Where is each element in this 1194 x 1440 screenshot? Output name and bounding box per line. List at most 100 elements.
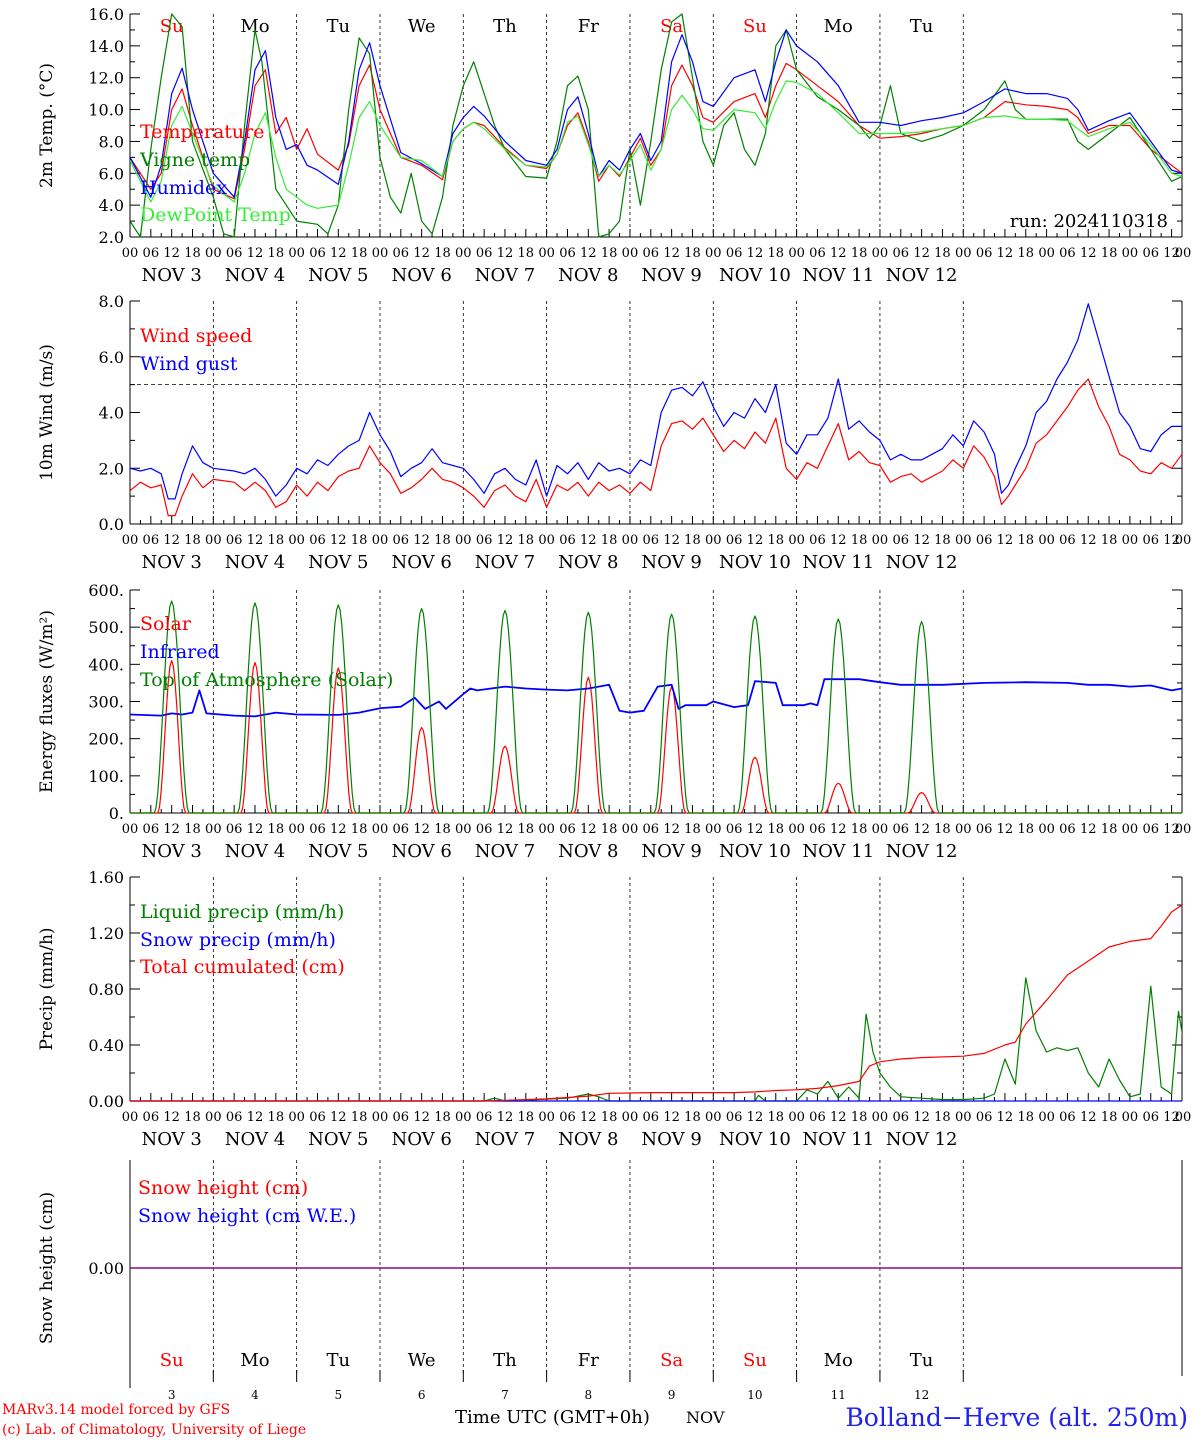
y-tick-label: 1.60 xyxy=(88,868,124,887)
series-line-dewpoint-temp xyxy=(130,80,1182,209)
x-hour-label: 00 xyxy=(205,1110,222,1125)
x-hour-label: 12 xyxy=(1163,822,1180,837)
x-hour-label: 06 xyxy=(726,246,743,261)
x-hour-label: 18 xyxy=(268,822,285,837)
legend-entry: Snow height (cm) xyxy=(138,1177,308,1199)
x-date-label: NOV 6 xyxy=(391,1129,451,1150)
x-hour-label: 00 xyxy=(788,533,805,548)
x-hour-label: 06 xyxy=(643,1110,660,1125)
x-date-label: NOV 11 xyxy=(802,552,874,573)
x-hour-label: 06 xyxy=(726,533,743,548)
x-hour-label: 00 xyxy=(372,533,389,548)
x-hour-label: 00 xyxy=(288,246,305,261)
x-hour-label: 12 xyxy=(997,533,1014,548)
x-hour-label: 00 xyxy=(622,533,639,548)
x-hour-label: 00 xyxy=(622,822,639,837)
x-date-label: NOV 3 xyxy=(141,552,201,573)
x-hour-label: 00 xyxy=(1122,533,1139,548)
series-line-total-cumulated-cm xyxy=(130,904,1182,1102)
x-hour-label: 18 xyxy=(1101,1110,1118,1125)
x-date-label: NOV 3 xyxy=(141,841,201,862)
x-hour-label: 00 xyxy=(1038,1110,1055,1125)
x-hour-label: 12 xyxy=(580,822,597,837)
x-hour-label: 00 xyxy=(872,1110,889,1125)
legend-entry: Snow precip (mm/h) xyxy=(140,929,336,951)
x-date-label: NOV 8 xyxy=(558,841,618,862)
x-hour-label: 12 xyxy=(663,1110,680,1125)
x-hour-label: 00 xyxy=(455,822,472,837)
x-hour-label: 06 xyxy=(1059,822,1076,837)
x-hour-label: 06 xyxy=(559,533,576,548)
x-hour-label: 18 xyxy=(768,1110,785,1125)
x-daynum-label: 4 xyxy=(251,1388,259,1402)
weekday-label: Th xyxy=(493,16,517,37)
x-hour-label: 06 xyxy=(393,822,410,837)
weekday-label: Tu xyxy=(910,16,934,37)
x-hour-label: 18 xyxy=(518,533,535,548)
x-hour-label: 06 xyxy=(892,533,909,548)
x-hour-label: 06 xyxy=(643,822,660,837)
weekday-label: Mo xyxy=(240,16,269,37)
weekday-label: Mo xyxy=(824,16,853,37)
x-hour-label: 00 xyxy=(1038,822,1055,837)
x-hour-label: 12 xyxy=(1080,246,1097,261)
legend-entry: Infrared xyxy=(140,641,220,663)
x-hour-label: 06 xyxy=(476,533,493,548)
x-hour-label: 00 xyxy=(372,822,389,837)
x-hour-label: 18 xyxy=(1017,1110,1034,1125)
y-tick-label: 10.0 xyxy=(88,101,124,120)
x-hour-label: 00 xyxy=(872,246,889,261)
x-hour-label: 06 xyxy=(976,246,993,261)
x-hour-label: 00 xyxy=(1175,822,1192,837)
x-hour-label: 06 xyxy=(892,822,909,837)
x-hour-label: 06 xyxy=(476,822,493,837)
x-hour-label: 12 xyxy=(913,246,930,261)
y-tick-label: 400. xyxy=(88,655,124,674)
x-date-label: NOV 5 xyxy=(308,265,368,286)
y-tick-label: 0.00 xyxy=(88,1259,124,1278)
x-hour-label: 00 xyxy=(788,1110,805,1125)
x-daynum-label: 7 xyxy=(501,1388,509,1402)
x-hour-label: 06 xyxy=(393,246,410,261)
x-hour-label: 12 xyxy=(247,1110,264,1125)
series-line-infrared xyxy=(130,678,1182,718)
weekday-label: Mo xyxy=(240,1350,269,1371)
x-hour-label: 18 xyxy=(518,1110,535,1125)
x-hour-label: 00 xyxy=(1175,246,1192,261)
x-hour-label: 06 xyxy=(1142,822,1159,837)
weekday-label: Su xyxy=(160,1350,184,1371)
x-date-label: NOV 7 xyxy=(475,1129,535,1150)
legend-entry: Snow height (cm W.E.) xyxy=(138,1205,356,1227)
series-group xyxy=(130,13,1182,238)
weekday-label: Su xyxy=(160,16,184,37)
x-date-label: NOV 11 xyxy=(802,841,874,862)
x-hour-label: 18 xyxy=(934,822,951,837)
x-hour-label: 12 xyxy=(497,246,514,261)
y-tick-label: 4.0 xyxy=(99,196,124,215)
y-axis-title: Energy fluxes (W/m²) xyxy=(37,610,57,793)
series-group xyxy=(130,303,1182,517)
x-hour-label: 12 xyxy=(330,822,347,837)
x-hour-label: 18 xyxy=(851,246,868,261)
x-hour-label: 06 xyxy=(143,1110,160,1125)
x-hour-label: 06 xyxy=(809,1110,826,1125)
x-hour-label: 12 xyxy=(497,1110,514,1125)
y-tick-label: 14.0 xyxy=(88,37,124,56)
x-hour-label: 18 xyxy=(1017,822,1034,837)
x-hour-label: 00 xyxy=(538,246,555,261)
x-hour-label: 00 xyxy=(288,1110,305,1125)
x-date-label: NOV 12 xyxy=(886,841,958,862)
y-tick-label: 600. xyxy=(88,581,124,600)
x-hour-label: 06 xyxy=(559,822,576,837)
x-hour-label: 12 xyxy=(497,822,514,837)
y-tick-label: 6.0 xyxy=(99,348,124,367)
x-hour-label: 12 xyxy=(1080,533,1097,548)
x-hour-label: 06 xyxy=(726,1110,743,1125)
x-hour-label: 00 xyxy=(288,822,305,837)
x-date-label: NOV 4 xyxy=(225,1129,285,1150)
y-tick-label: 500. xyxy=(88,618,124,637)
x-daynum-label: 5 xyxy=(334,1388,342,1402)
x-hour-label: 00 xyxy=(122,822,139,837)
